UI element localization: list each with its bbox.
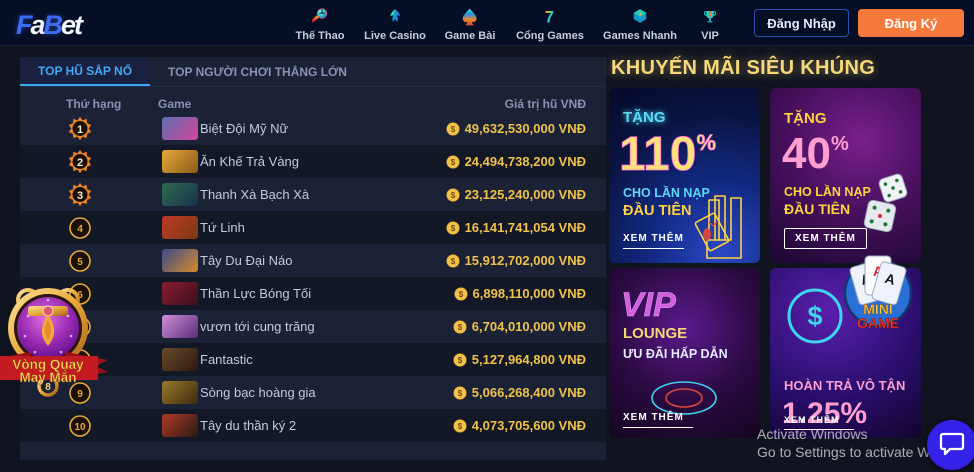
svg-text:May Mắn: May Mắn <box>19 370 76 385</box>
svg-text:$: $ <box>458 323 463 332</box>
svg-text:TẶNG: TẶNG <box>784 110 827 127</box>
svg-text:110%: 110% <box>619 128 716 181</box>
svg-text:ƯU ĐÃI HẤP DẪN: ƯU ĐÃI HẤP DẪN <box>623 346 728 361</box>
svg-text:ĐẦU TIÊN: ĐẦU TIÊN <box>784 200 850 217</box>
svg-text:5: 5 <box>77 257 83 268</box>
svg-text:$: $ <box>450 125 455 134</box>
svg-text:HOÀN TRẢ VÔ TẬN: HOÀN TRẢ VÔ TẬN <box>784 378 905 393</box>
svg-text:$: $ <box>450 224 455 233</box>
svg-text:1: 1 <box>77 124 83 136</box>
svg-text:$: $ <box>450 191 455 200</box>
svg-text:VIP: VIP <box>621 286 676 324</box>
svg-text:3: 3 <box>77 190 83 202</box>
svg-text:$: $ <box>458 422 463 431</box>
svg-text:2: 2 <box>77 157 83 169</box>
svg-text:$: $ <box>458 389 463 398</box>
svg-text:LOUNGE: LOUNGE <box>623 325 687 342</box>
svg-text:ĐẦU TIÊN: ĐẦU TIÊN <box>623 201 691 219</box>
svg-text:$: $ <box>458 356 463 365</box>
svg-text:CHO LẦN NẠP: CHO LẦN NẠP <box>784 184 871 199</box>
svg-text:40%: 40% <box>782 129 849 178</box>
svg-text:10: 10 <box>74 422 86 433</box>
svg-text:CHO LẦN NẠP: CHO LẦN NẠP <box>623 185 710 200</box>
svg-text:$: $ <box>458 290 463 299</box>
svg-text:TẶNG: TẶNG <box>623 109 666 126</box>
svg-text:$: $ <box>450 158 455 167</box>
svg-text:4: 4 <box>77 224 83 235</box>
svg-text:GAME: GAME <box>857 315 899 331</box>
svg-text:7: 7 <box>545 8 554 26</box>
svg-text:$: $ <box>807 301 822 331</box>
svg-text:$: $ <box>450 257 455 266</box>
